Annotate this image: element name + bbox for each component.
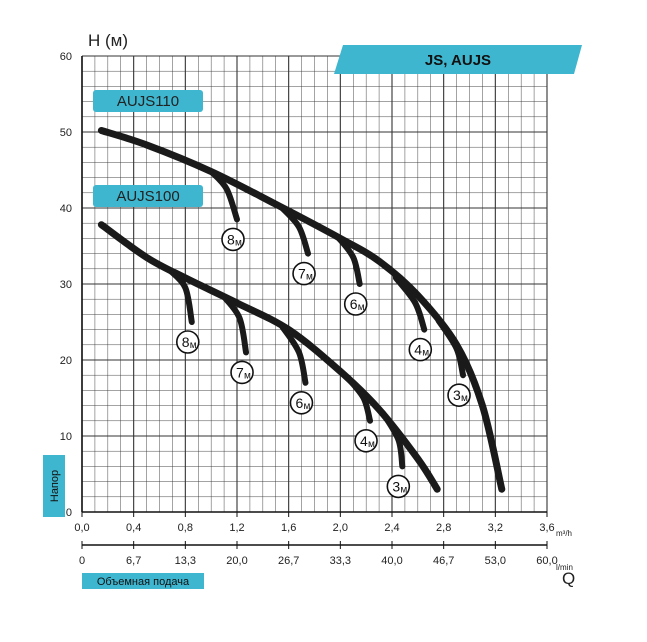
x-top-tick-label: 1,6 (281, 522, 296, 534)
series-badge-label: AUJS110 (117, 93, 179, 110)
series-badge (93, 90, 203, 112)
x-bottom-tick-label: 26,7 (278, 555, 299, 567)
curves (97, 126, 506, 493)
x-sublabel-box (82, 573, 204, 589)
x-top-tick-label: 2,0 (333, 522, 348, 534)
suction-branch-curve (166, 267, 195, 325)
x-bottom-tick-label: 33,3 (330, 555, 351, 567)
suction-branch-curve (221, 293, 250, 356)
y-axis-title: H (м) (88, 31, 128, 50)
suction-depth-unit: м (190, 340, 197, 351)
suction-branch-curve (279, 205, 312, 257)
suction-branch-curve (279, 323, 309, 386)
suction-depth-label: 7 (298, 266, 306, 282)
x-top-tick-label: 2,4 (384, 522, 399, 534)
suction-depth-unit: м (244, 370, 251, 381)
suction-depth-circle (230, 360, 254, 385)
x-top-tick-label: 0,8 (178, 522, 193, 534)
side-label: Напор (49, 470, 61, 502)
suction-depth-unit: м (400, 484, 407, 495)
series-banner-shape (334, 45, 582, 74)
y-tick-label: 50 (60, 127, 72, 139)
series-badge (93, 185, 203, 207)
suction-depth-unit: м (368, 439, 375, 450)
x-bottom-tick-label: 53,0 (485, 555, 506, 567)
x-bottom-tick-label: 60,0 (536, 555, 557, 567)
suction-depth-label: 7 (236, 364, 244, 380)
suction-depth-unit: м (358, 302, 365, 313)
suction-branch-curve (345, 375, 374, 424)
suction-depth-unit: м (461, 393, 468, 404)
y-tick-label: 20 (60, 355, 72, 367)
suction-depth-circle (292, 261, 316, 286)
y-tick-label: 40 (60, 203, 72, 215)
suction-depth-label: 8 (182, 334, 190, 350)
suction-depth-circle (386, 474, 411, 499)
suction-depth-circle (408, 337, 433, 362)
suction-depth-circle (221, 227, 245, 252)
x-bottom-tick-label: 46,7 (433, 555, 454, 567)
suction-depth-label: 8 (227, 231, 235, 247)
suction-depth-label: 6 (350, 296, 358, 312)
suction-branch-curve (435, 317, 467, 379)
suction-depth-circle (343, 292, 368, 316)
suction-depth-unit: м (422, 348, 429, 359)
suction-depth-unit: м (303, 401, 310, 412)
x-unit-top: m³/h (556, 529, 572, 538)
suction-branch-curve (379, 410, 406, 470)
x-bottom-tick-label: 20,0 (226, 555, 247, 567)
suction-depth-label: 6 (295, 395, 303, 411)
suction-depth-unit: м (306, 272, 313, 283)
suction-branch-curve (392, 274, 428, 333)
suction-depth-circle (354, 428, 378, 453)
y-tick-label: 30 (60, 279, 72, 291)
x-top-tick-label: 1,2 (229, 522, 244, 534)
side-label-box (43, 455, 65, 517)
series-banner: JS, AUJS (425, 52, 491, 69)
x-bottom-tick-label: 13,3 (175, 555, 196, 567)
x-axis-sublabel: Объемная подача (97, 576, 190, 588)
suction-depth-unit: м (235, 237, 242, 248)
grid-major (81, 55, 548, 513)
suction-depth-label: 4 (414, 342, 422, 358)
x-axis-label: Q (562, 569, 575, 588)
x-top-tick-label: 2,8 (436, 522, 451, 534)
suction-branch-curve (334, 233, 363, 287)
suction-depth-circle (447, 383, 471, 408)
series-curve-1 (97, 221, 441, 493)
y-tick-label: 10 (60, 431, 72, 443)
x-top-tick-label: 0,0 (74, 522, 89, 534)
x-top-tick-label: 3,6 (539, 522, 554, 534)
x-bottom-tick-label: 0 (79, 555, 85, 567)
suction-depth-label: 3 (392, 478, 400, 494)
series-curve-0 (97, 126, 506, 493)
suction-depth-label: 3 (453, 387, 461, 403)
x-bottom-tick-label: 6,7 (126, 555, 141, 567)
x-top-tick-label: 0,4 (126, 522, 141, 534)
suction-depth-circle (175, 330, 200, 354)
y-tick-label: 0 (66, 507, 72, 519)
suction-depth-circle (289, 390, 314, 415)
suction-branch-curve (208, 168, 240, 223)
x-top-tick-label: 3,2 (488, 522, 503, 534)
x-unit-bottom: l/min (556, 563, 573, 572)
y-tick-label: 60 (60, 51, 72, 63)
series-badge-label: AUJS100 (116, 188, 179, 205)
suction-depth-label: 4 (360, 433, 368, 449)
x-bottom-tick-label: 40,0 (381, 555, 402, 567)
